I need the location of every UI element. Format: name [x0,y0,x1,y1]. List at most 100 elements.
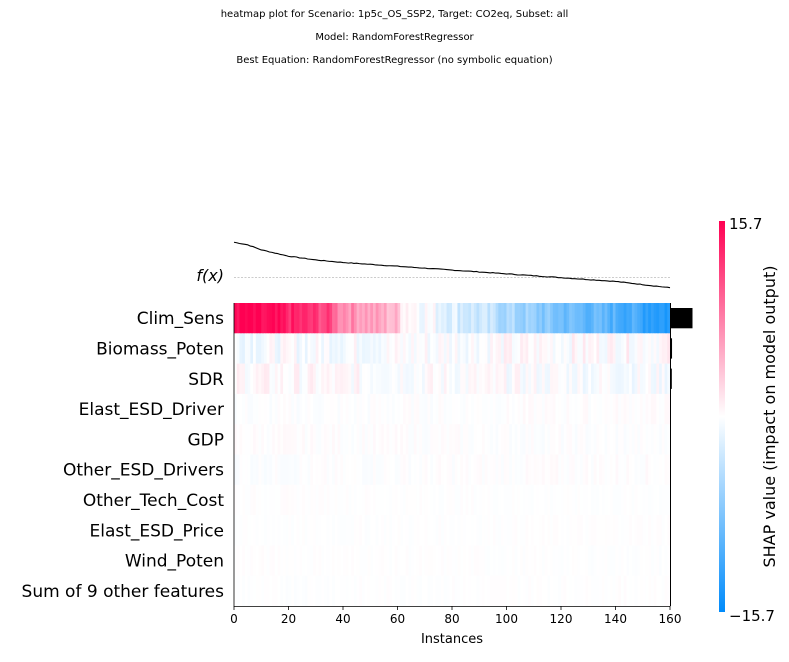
heatmap-cell [637,575,641,607]
heatmap-cell [253,454,257,486]
heatmap-cell [552,363,557,395]
heatmap-cell [422,575,426,607]
heatmap-cell [653,424,657,455]
heatmap-cell [476,303,480,334]
heatmap-cell [514,393,518,425]
heatmap-cell [386,454,390,486]
heatmap-cell [345,303,349,334]
fx-panel: f(x) [196,241,671,289]
heatmap-cell [593,575,597,607]
heatmap-cell [353,575,358,607]
heatmap-cell [653,333,657,364]
heatmap-cell [599,424,603,455]
heatmap-cell [599,363,603,395]
heatmap-cell [547,303,551,334]
heatmap-cell [356,515,360,546]
heatmap-cell [318,454,322,486]
heatmap-cell [274,393,279,425]
heatmap-cell [582,333,587,364]
heatmap-cell [629,515,633,546]
heatmap-cell [588,454,592,486]
heatmap-cell [332,515,336,546]
heatmap-cell [648,393,652,425]
heatmap-cell [476,484,480,516]
heatmap-cell [460,454,464,486]
heatmap-cell [552,484,557,516]
heatmap-cell [623,515,627,546]
heatmap-cell [634,454,638,486]
heatmap-cell [462,454,467,486]
heatmap-cell [501,545,505,576]
chart-subtitle-equation: Best Equation: RandomForestRegressor (no… [236,55,553,66]
heatmap-cell [501,393,505,425]
heatmap-cell [476,454,480,486]
heatmap-cell [253,575,257,607]
heatmap-cell [471,333,475,364]
heatmap-cell [492,303,497,334]
heatmap-cell [383,454,388,486]
heatmap-cell [555,424,559,455]
heatmap-cell [413,545,418,576]
heatmap-cell [372,303,377,334]
heatmap-cell [348,575,352,607]
heatmap-cell [631,333,636,364]
heatmap-cell [293,545,298,576]
heatmap-cell [498,484,502,516]
heatmap-cell [590,515,595,546]
heatmap-cell [236,545,240,576]
heatmap-cell [277,484,281,516]
heatmap-cell [629,454,633,486]
heatmap-cell [397,393,401,425]
heatmap-cell [590,545,595,576]
heatmap-cell [563,393,567,425]
heatmap-cell [242,333,246,364]
heatmap-cell [242,393,246,425]
heatmap-cell [569,575,573,607]
heatmap-cell [443,484,448,516]
heatmap-cell [299,484,303,516]
heatmap-cell [492,454,497,486]
heatmap-cell [435,393,439,425]
heatmap-cell [558,575,562,607]
heatmap-cell [503,484,508,516]
heatmap-cell [509,363,513,395]
heatmap-cell [541,424,546,455]
heatmap-cell [460,484,464,516]
heatmap-cell [302,393,306,425]
heatmap-cell [288,484,292,516]
heatmap-cell [318,393,322,425]
heatmap-cell [416,515,420,546]
heatmap-cell [506,545,510,576]
heatmap-cell [438,363,442,395]
heatmap-cell [653,545,657,576]
heatmap-cell [334,333,339,364]
heatmap-cell [378,515,382,546]
heatmap-cell [550,545,554,576]
heatmap-cell [435,424,439,455]
heatmap-cell [413,424,418,455]
heatmap-cell [332,303,336,334]
heatmap-cell [359,303,363,334]
heatmap-cell [631,515,636,546]
heatmap-cell [484,393,488,425]
heatmap-cell [293,363,298,395]
heatmap-cell [283,333,287,364]
heatmap-cell [288,575,292,607]
heatmap-cell [648,545,652,576]
heatmap-cell [446,545,450,576]
heatmap-cell [525,303,529,334]
heatmap-cell [536,515,540,546]
heatmap-cell [424,515,428,546]
heatmap-cell [402,545,407,576]
heatmap-cell [375,424,379,455]
heatmap-cell [539,424,543,455]
heatmap-cell [329,303,333,334]
heatmap-cell [285,515,289,546]
heatmap-row [234,393,671,425]
heatmap-cell [323,363,328,395]
heatmap-cell [506,333,510,364]
heatmap-cell [541,515,546,546]
importance-bar [670,338,673,359]
heatmap-cell [411,575,415,607]
heatmap-cell [539,484,543,516]
